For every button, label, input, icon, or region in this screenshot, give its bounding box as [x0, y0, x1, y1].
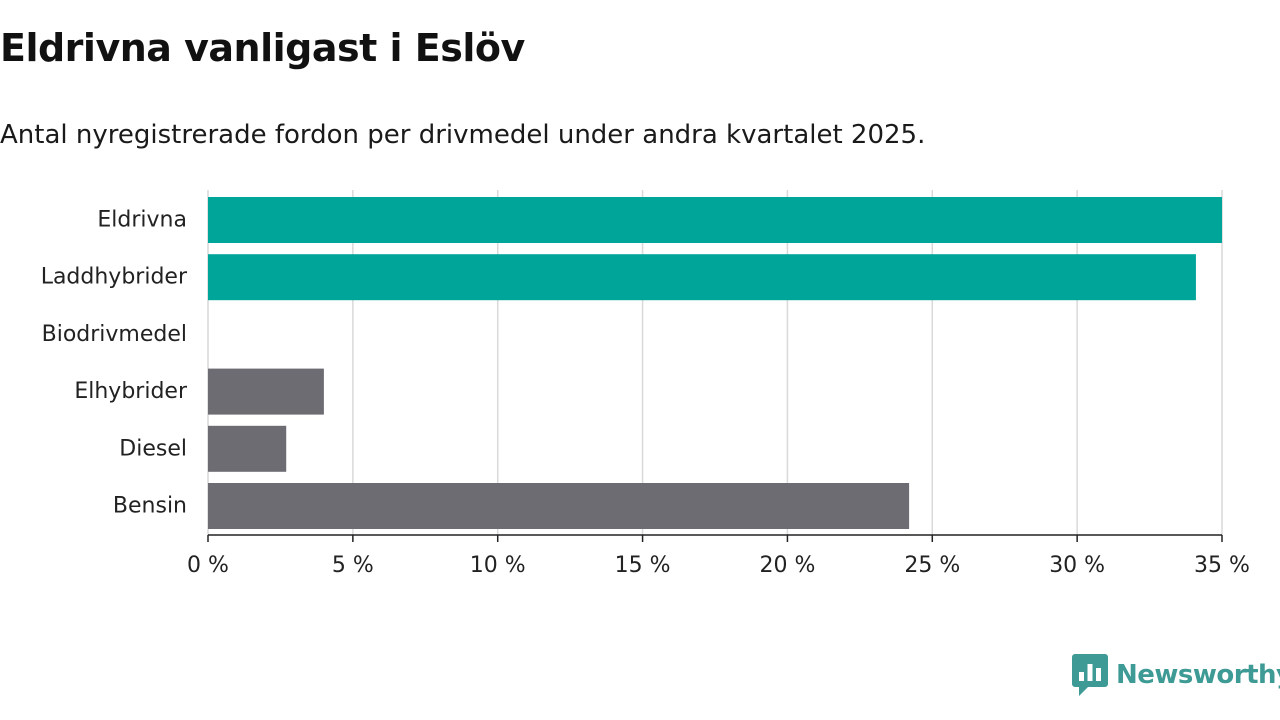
category-label-biodrivmedel: Biodrivmedel: [42, 322, 187, 347]
bar-eldrivna: [208, 197, 1222, 243]
category-label-eldrivna: Eldrivna: [97, 208, 187, 233]
x-tick-label-1: 5 %: [332, 553, 374, 578]
bar-chart-speech-bubble-icon: [1072, 654, 1108, 696]
category-labels: Eldrivna Laddhybrider Biodrivmedel Elhybrid…: [41, 208, 188, 519]
x-tick-label-0: 0 %: [187, 553, 229, 578]
x-tick-label-5: 25 %: [904, 553, 960, 578]
x-tick-label-2: 10 %: [470, 553, 526, 578]
bar-elhybrider: [208, 368, 324, 415]
x-axis: 0 % 5 % 10 % 15 % 20 % 25 % 30 % 35 %: [187, 534, 1250, 578]
category-label-elhybrider: Elhybrider: [74, 379, 188, 404]
x-tick-label-3: 15 %: [615, 553, 671, 578]
chart-title: Eldrivna vanligast i Eslöv: [0, 26, 525, 70]
bar-bensin: [208, 483, 910, 529]
chart-subtitle: Antal nyregistrerade fordon per drivmede…: [0, 120, 926, 150]
x-tick-label-7: 35 %: [1194, 553, 1250, 578]
category-label-diesel: Diesel: [119, 436, 187, 461]
bar-diesel: [208, 425, 287, 472]
x-tick-label-4: 20 %: [759, 553, 815, 578]
category-label-bensin: Bensin: [113, 494, 187, 519]
bar-laddhybrider: [208, 254, 1196, 301]
grid-lines: [207, 190, 1223, 535]
brand-name: Newsworthy: [1116, 660, 1280, 690]
category-label-laddhybrider: Laddhybrider: [41, 265, 188, 290]
bars: [208, 197, 1222, 529]
brand-logo: Newsworthy: [1072, 654, 1280, 696]
x-tick-label-6: 30 %: [1049, 553, 1105, 578]
